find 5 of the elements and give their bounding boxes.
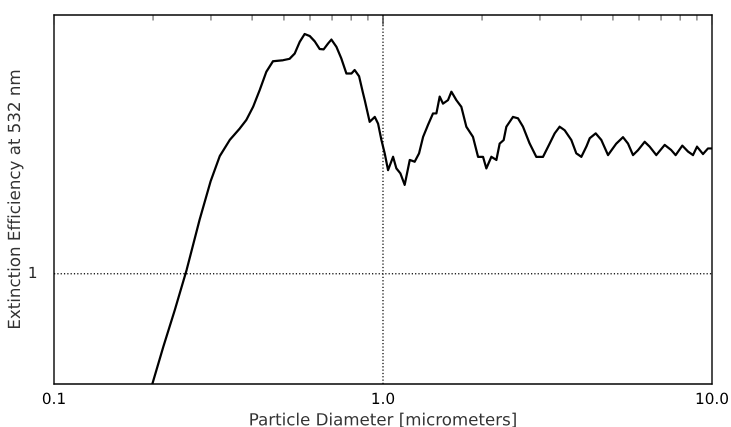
x-tick-label: 10.0 <box>696 392 728 404</box>
text: 1 <box>30 266 36 278</box>
x-tick-label: 0.1 <box>42 392 65 404</box>
x-tick-label: 1.0 <box>372 392 394 404</box>
y-axis-title: Extinction Efficiency at 532 nm <box>7 70 24 328</box>
